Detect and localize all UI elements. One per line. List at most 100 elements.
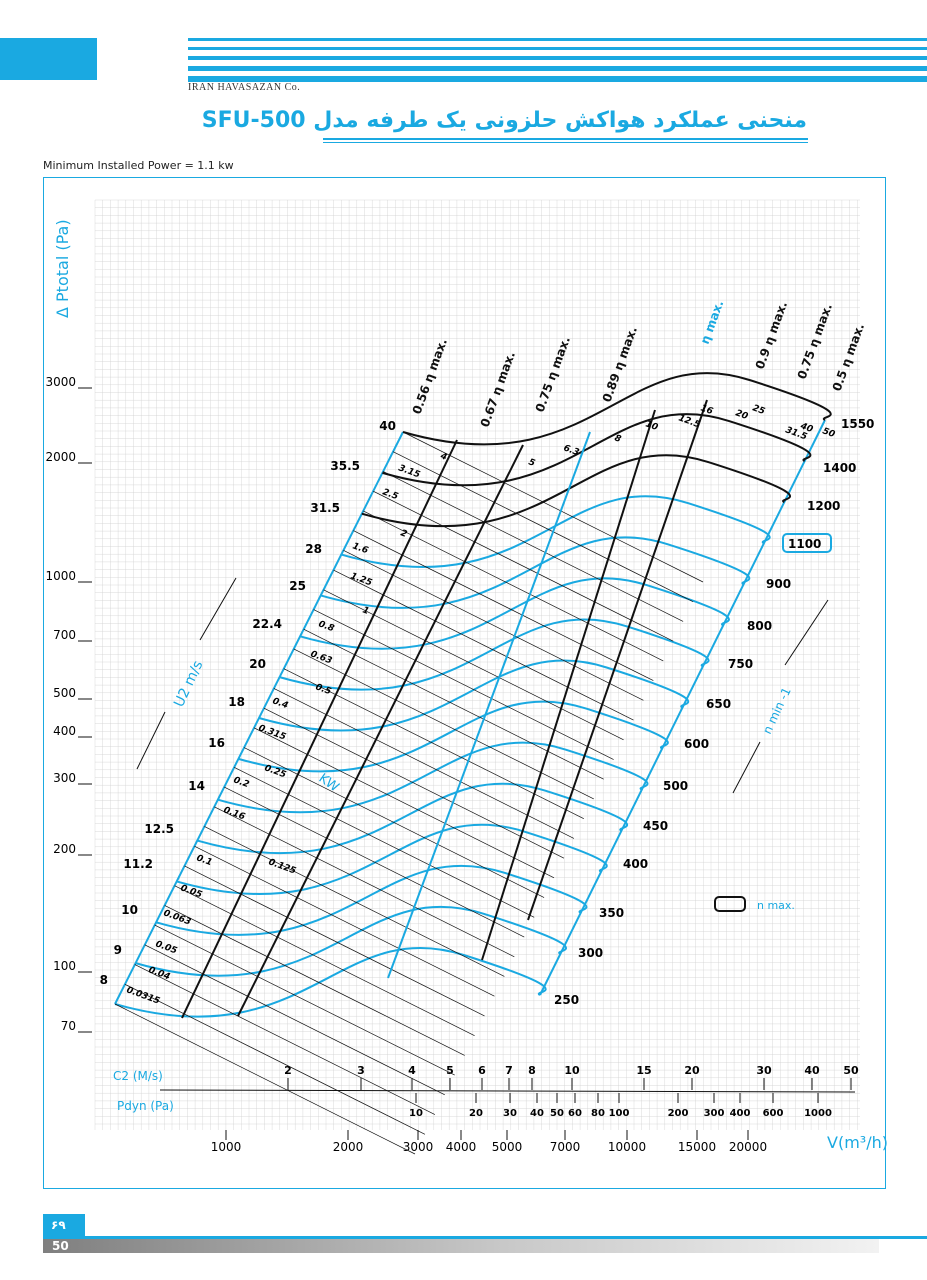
c2-axis-line xyxy=(159,1089,856,1093)
y-axis-label: Δ Ptotal (Pa) xyxy=(53,219,72,318)
efficiency-label: 0.5 η max. xyxy=(830,321,867,393)
power-value-label: 5 xyxy=(527,457,536,469)
efficiency-label: 0.75 η max. xyxy=(533,335,573,414)
c2-tick-label: 3 xyxy=(357,1064,365,1077)
y-tick-label: 70 xyxy=(61,1019,76,1033)
c2-tick-label: 30 xyxy=(756,1064,772,1077)
x-tick-label: 4000 xyxy=(446,1140,477,1154)
corner-block xyxy=(0,38,97,80)
footer-line xyxy=(43,1236,927,1239)
c2-tick-label: 10 xyxy=(564,1064,580,1077)
c2-axis-label: C2 (M/s) xyxy=(113,1069,163,1083)
rpm-value-label: 800 xyxy=(747,619,772,633)
legend-swatch xyxy=(714,896,746,912)
pdyn-tick-label: 1000 xyxy=(804,1108,832,1119)
c2-tick-label: 5 xyxy=(446,1064,454,1077)
pdyn-tick-label: 400 xyxy=(730,1108,751,1119)
power-value-label: 0.125 xyxy=(267,857,297,876)
power-value-label: 40 xyxy=(798,421,814,435)
x-tick-label: 2000 xyxy=(333,1140,364,1154)
rpm-value-label: 450 xyxy=(643,819,668,833)
y-tick-label: 3000 xyxy=(45,375,76,389)
power-value-label: 20 xyxy=(734,408,749,422)
power-value-label: 4 xyxy=(438,451,448,463)
title-underline xyxy=(323,138,808,140)
rpm-value-label: 1200 xyxy=(807,499,840,513)
c2-tick-label: 8 xyxy=(528,1064,536,1077)
power-value-label: 10 xyxy=(644,419,659,433)
c2-tick-label: 6 xyxy=(478,1064,486,1077)
y-tick-label: 400 xyxy=(53,724,76,738)
header-stripes xyxy=(188,38,927,82)
c2-tick-label: 50 xyxy=(843,1064,859,1077)
power-value-label: 0.05 xyxy=(179,883,203,900)
rpm-value-label: 750 xyxy=(728,657,753,671)
pdyn-tick-label: 40 xyxy=(530,1108,544,1119)
x-tick-label: 5000 xyxy=(492,1140,523,1154)
power-value-label: 2.5 xyxy=(381,487,399,502)
power-value-label: 0.5 xyxy=(314,682,332,697)
pdyn-tick-label: 30 xyxy=(503,1108,517,1119)
rpm-value-label: 1550 xyxy=(841,417,874,431)
power-value-label: 50 xyxy=(821,426,836,440)
pdyn-tick-label: 300 xyxy=(704,1108,725,1119)
u2-value-label: 16 xyxy=(208,736,225,750)
rpm-value-label: 900 xyxy=(766,577,791,591)
c2-tick-label: 15 xyxy=(636,1064,651,1077)
efficiency-label: 0.75 η max. xyxy=(795,302,835,381)
power-lines xyxy=(114,431,704,1155)
u2-value-label: 11.2 xyxy=(123,857,153,871)
y-tick-label: 200 xyxy=(53,842,76,856)
u2-value-label: 12.5 xyxy=(144,822,174,836)
footer-gradient-bar xyxy=(43,1239,879,1253)
pdyn-tick-label: 10 xyxy=(409,1108,423,1119)
x-tick-label: 15000 xyxy=(678,1140,716,1154)
page-number: 50 xyxy=(52,1239,69,1253)
page-title: منحنی عملکرد هواکش حلزونی یک طرفه مدل SF… xyxy=(201,108,807,133)
x-tick-label: 1000 xyxy=(211,1140,242,1154)
c2-tick-label: 2 xyxy=(284,1064,292,1077)
rpm-value-label: 250 xyxy=(554,993,579,1007)
y-tick-label: 1000 xyxy=(45,569,76,583)
title-underline-thin xyxy=(323,142,808,143)
pdyn-tick-label: 20 xyxy=(469,1108,483,1119)
rpm-guide-line xyxy=(732,741,761,794)
power-value-label: 1.25 xyxy=(349,571,373,588)
rpm-value-label: 1400 xyxy=(823,461,856,475)
power-value-label: 0.05 xyxy=(154,939,178,956)
footer-badge: ۶۹ xyxy=(43,1214,85,1236)
u2-value-label: 18 xyxy=(228,695,245,709)
pdyn-tick-label: 60 xyxy=(568,1108,582,1119)
min-power-note: Minimum Installed Power = 1.1 kw xyxy=(43,159,234,172)
x-axis-label: V(m³/h) xyxy=(827,1133,888,1152)
u2-axis-label: U2 m/s xyxy=(171,658,206,709)
u2-value-label: 35.5 xyxy=(330,459,360,473)
power-value-label: 0.8 xyxy=(317,619,335,634)
efficiency-lines xyxy=(181,399,708,1019)
x-tick-label: 3000 xyxy=(403,1140,434,1154)
power-value-label: 0.0315 xyxy=(125,985,161,1006)
rpm-value-label: 1100 xyxy=(788,537,821,551)
y-tick-label: 700 xyxy=(53,628,76,642)
pdyn-tick-label: 100 xyxy=(609,1108,630,1119)
power-value-label: 2 xyxy=(399,528,408,540)
u2-guide-line xyxy=(136,711,166,770)
rpm-value-label: 400 xyxy=(623,857,648,871)
c2-tick-label: 4 xyxy=(408,1064,416,1077)
u2-value-label: 31.5 xyxy=(310,501,340,515)
u2-value-label: 25 xyxy=(289,579,306,593)
rpm-highlight-box xyxy=(782,533,832,553)
y-tick-label: 300 xyxy=(53,771,76,785)
u2-value-label: 28 xyxy=(305,542,322,556)
rpm-value-label: 600 xyxy=(684,737,709,751)
x-tick-label: 7000 xyxy=(550,1140,581,1154)
power-value-label: 12.5 xyxy=(677,413,701,430)
power-value-label: 8 xyxy=(613,433,622,445)
efficiency-label: 0.56 η max. xyxy=(410,337,450,416)
c2-tick-label: 40 xyxy=(804,1064,820,1077)
pdyn-tick-label: 50 xyxy=(550,1108,564,1119)
c2-tick-label: 7 xyxy=(505,1064,513,1077)
power-value-label: 16 xyxy=(699,403,714,417)
company-name: IRAN HAVASAZAN Co. xyxy=(188,82,301,93)
